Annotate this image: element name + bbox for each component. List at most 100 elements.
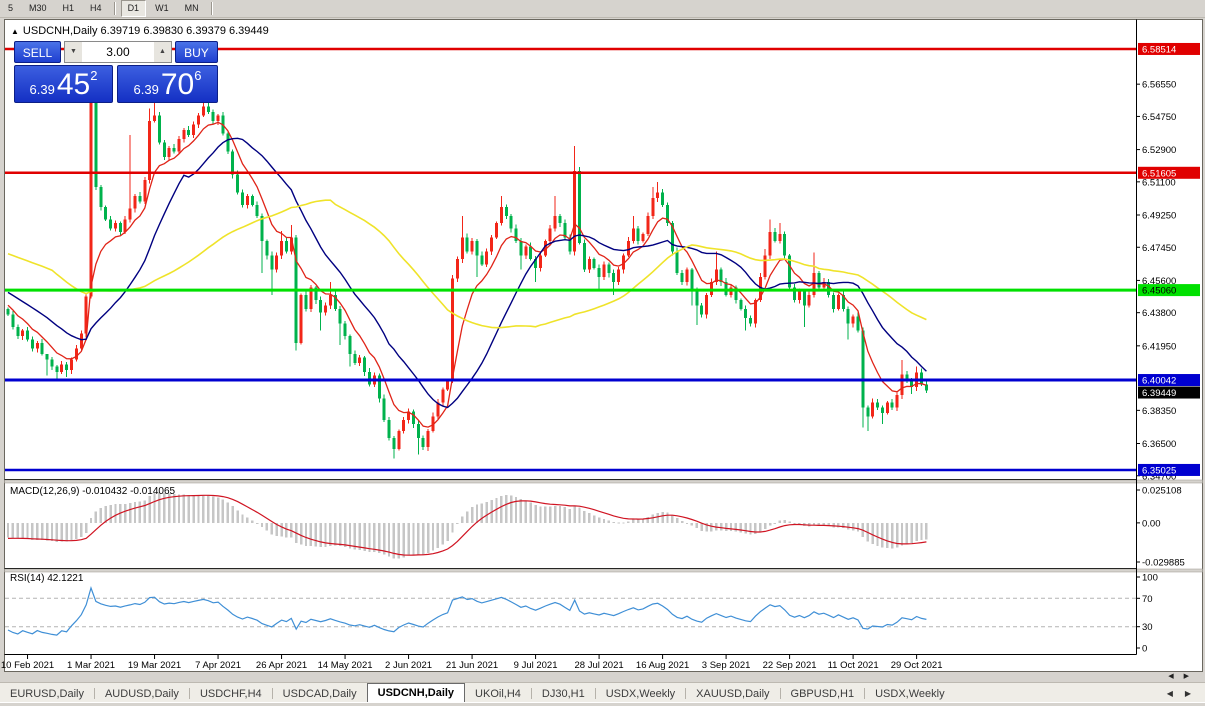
macd-histogram-bar (783, 520, 786, 523)
candle-down (250, 196, 254, 206)
macd-histogram-bar (651, 514, 654, 523)
macd-histogram-bar (177, 494, 181, 523)
pane-splitter[interactable] (4, 568, 1203, 573)
tab-gbpusd-h1[interactable]: GBPUSD,H1 (790, 688, 855, 700)
candle-down (55, 366, 59, 372)
sell-button[interactable]: SELL (14, 41, 61, 63)
timeframe-button-h4[interactable]: H4 (90, 3, 102, 13)
date-axis-label: 29 Oct 2021 (891, 660, 943, 671)
macd-histogram-bar (363, 522, 366, 551)
macd-histogram-bar (729, 522, 733, 531)
macd-histogram-bar (558, 505, 562, 523)
candle-down (832, 294, 836, 310)
price-tag-label: 6.35025 (1142, 465, 1176, 476)
tab-usdcad-daily[interactable]: USDCAD,Daily (282, 688, 357, 700)
tab-eurusd-daily[interactable]: EURUSD,Daily (10, 688, 84, 700)
scroll-left-icon[interactable]: ◀ (1168, 673, 1174, 680)
tab-divider (530, 688, 532, 699)
candle-up (402, 420, 406, 431)
timeframe-button-w1[interactable]: W1 (155, 3, 169, 13)
macd-histogram-bar (45, 522, 49, 541)
candle-down (783, 233, 787, 256)
macd-histogram-bar (568, 508, 571, 523)
volume-decrease-button[interactable]: ▼ (64, 42, 82, 62)
macd-histogram-bar (260, 522, 264, 527)
candle-down (661, 192, 665, 206)
toolbar-separator (210, 2, 213, 15)
candle-up (192, 124, 196, 136)
timeframe-button-m30[interactable]: M30 (29, 3, 47, 13)
volume-increase-button[interactable]: ▲ (153, 42, 171, 62)
buy-price-quote[interactable]: 6.39 70 6 (117, 65, 218, 103)
horizontal-scrollbar[interactable]: ◀ ▶ (0, 672, 1205, 682)
macd-histogram-bar (759, 522, 762, 532)
timeframe-button-5[interactable]: 5 (8, 3, 14, 13)
macd-histogram-bar (461, 516, 464, 523)
one-click-trading-panel: SELL ▼ 3.00 ▲ BUY 6.39 45 2 6.39 70 6 (14, 41, 218, 103)
date-axis-label: 3 Sep 2021 (702, 660, 751, 671)
timeframe-button-h1[interactable]: H1 (62, 3, 75, 13)
macd-histogram-bar (309, 522, 313, 546)
macd-histogram-bar (446, 522, 449, 542)
macd-histogram-bar (270, 522, 273, 535)
macd-histogram-bar (456, 522, 459, 525)
candle-up (182, 129, 186, 139)
macd-histogram-bar (895, 522, 899, 548)
macd-histogram-bar (124, 503, 127, 523)
date-axis-label: 14 May 2021 (318, 660, 373, 671)
candle-up (485, 251, 489, 265)
tab-usdchf-h4[interactable]: USDCHF,H4 (199, 688, 262, 700)
macd-histogram-bar (21, 522, 24, 539)
date-axis-label: 22 Sep 2021 (763, 660, 817, 671)
macd-histogram-bar (778, 520, 781, 523)
macd-histogram-bar (573, 505, 576, 523)
pane-splitter[interactable] (4, 479, 1203, 484)
macd-histogram-bar (163, 493, 166, 523)
macd-histogram-bar (661, 512, 664, 523)
tabs-scroll-left-icon[interactable]: ◀ (1166, 688, 1173, 698)
candle-up (201, 106, 205, 116)
fast-ma-line (7, 121, 927, 428)
date-axis-label: 2 Jun 2021 (385, 660, 432, 671)
date-axis-label: 7 Apr 2021 (195, 660, 241, 671)
candle-down (636, 228, 640, 241)
candle-down (509, 215, 513, 229)
macd-histogram-bar (431, 522, 435, 551)
timeframe-button-mn[interactable]: MN (184, 3, 199, 13)
tab-usdx-weekly-2[interactable]: USDX,Weekly (875, 688, 945, 700)
macd-histogram-bar (70, 522, 73, 541)
timeframe-button-d1[interactable]: D1 (120, 0, 147, 17)
tab-usdcnh-daily[interactable]: USDCNH,Daily (366, 683, 466, 703)
sell-price-big: 45 (56, 68, 91, 101)
scroll-right-icon[interactable]: ▶ (1183, 673, 1189, 680)
candle-down (363, 357, 367, 372)
price-axis-label: 6.38350 (1142, 406, 1176, 417)
tab-usdx-weekly[interactable]: USDX,Weekly (605, 688, 676, 700)
candle-up (548, 228, 552, 241)
macd-histogram-bar (656, 512, 659, 523)
volume-input[interactable]: 3.00 (106, 45, 130, 59)
macd-histogram-bar (583, 510, 586, 523)
tab-dj30-h1[interactable]: DJ30,H1 (541, 688, 585, 700)
candle-down (353, 353, 357, 363)
candle-up (812, 273, 816, 295)
tab-ukoil-h4[interactable]: UKOil,H4 (475, 688, 521, 700)
macd-histogram-bar (304, 522, 308, 547)
macd-histogram-bar (749, 522, 752, 535)
macd-histogram-bar (676, 518, 679, 523)
price-tag-label: 6.58514 (1142, 44, 1176, 55)
macd-histogram-bar (339, 522, 342, 547)
tabs-scroll-right-icon[interactable]: ▶ (1184, 688, 1191, 698)
candle-down (338, 309, 342, 324)
candle-down (582, 242, 586, 270)
candle-down (16, 327, 20, 336)
tab-xauusd-daily[interactable]: XAUUSD,Daily (696, 688, 770, 700)
sell-price-quote[interactable]: 6.39 45 2 (14, 65, 114, 103)
candle-up (426, 430, 430, 448)
candle-down (734, 287, 738, 301)
macd-histogram-bar (690, 522, 694, 526)
tab-audusd-daily[interactable]: AUDUSD,Daily (104, 688, 179, 700)
macd-histogram-bar (128, 503, 132, 523)
buy-button[interactable]: BUY (174, 41, 218, 63)
